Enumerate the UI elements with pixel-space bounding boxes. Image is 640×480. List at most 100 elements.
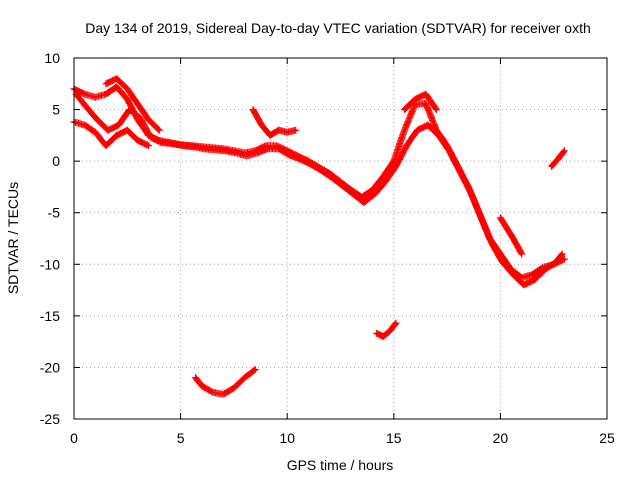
series-layer — [70, 75, 568, 398]
data-point — [126, 98, 129, 101]
plot-frame — [73, 57, 608, 420]
data-point — [104, 144, 108, 147]
data-point — [520, 252, 523, 256]
data-point — [341, 184, 344, 188]
data-point — [424, 92, 427, 96]
data-point — [381, 335, 385, 338]
data-point — [126, 129, 129, 132]
data-point — [149, 136, 152, 139]
data-point — [531, 273, 534, 276]
chart-title: Day 134 of 2019, Sidereal Day-to-day VTE… — [85, 20, 591, 36]
data-point — [234, 151, 238, 155]
data-point — [224, 149, 227, 153]
series-arc-h — [373, 319, 400, 340]
data-point — [286, 131, 289, 134]
data-point — [556, 157, 560, 161]
y-tick-label: -25 — [40, 411, 60, 427]
x-axis-label: GPS time / hours — [287, 457, 394, 473]
data-point — [480, 216, 483, 220]
y-tick-label: 10 — [44, 50, 60, 66]
data-point — [511, 273, 515, 276]
data-point — [266, 147, 270, 150]
data-point — [543, 268, 547, 271]
y-tick-label: -10 — [40, 256, 60, 272]
series-arc-j — [496, 214, 526, 258]
data-point — [416, 129, 419, 132]
data-point — [136, 103, 140, 106]
data-point — [181, 144, 184, 147]
x-ticks: 0 5 10 15 20 25 — [70, 58, 615, 446]
series-arc-g — [192, 366, 259, 398]
data-point — [138, 116, 142, 120]
data-point — [371, 188, 374, 192]
data-point — [232, 386, 236, 390]
data-point — [254, 368, 257, 371]
data-point — [563, 149, 566, 153]
x-tick-label: 10 — [279, 430, 295, 446]
data-point — [448, 149, 451, 153]
data-point — [94, 95, 97, 99]
data-point — [298, 157, 302, 161]
data-point — [394, 165, 398, 168]
data-point — [373, 192, 376, 196]
data-point — [554, 261, 558, 264]
data-point — [117, 123, 120, 127]
data-point — [83, 92, 86, 96]
data-point — [243, 376, 246, 379]
data-point — [160, 141, 163, 144]
data-point — [405, 144, 408, 147]
y-tick-label: 5 — [52, 102, 60, 118]
series-arc-e — [249, 106, 300, 139]
data-point — [170, 142, 174, 145]
series-markers — [192, 366, 259, 398]
y-axis-label: SDTVAR / TECUs — [5, 182, 21, 294]
data-point — [147, 144, 150, 147]
data-point — [563, 257, 566, 261]
data-point — [194, 376, 197, 379]
data-point — [403, 108, 406, 111]
data-point — [251, 108, 255, 111]
data-point — [362, 201, 366, 204]
data-point — [392, 159, 395, 163]
data-point — [381, 175, 385, 178]
series-arc-b — [72, 90, 566, 289]
x-tick-label: 15 — [386, 430, 402, 446]
data-point — [136, 139, 140, 142]
data-point — [413, 103, 417, 106]
data-point — [522, 283, 526, 287]
data-point — [126, 87, 129, 91]
data-point — [309, 163, 312, 166]
y-tick-label: -5 — [48, 205, 61, 221]
data-point — [384, 180, 387, 183]
grid — [74, 58, 607, 419]
data-point — [499, 216, 502, 220]
series-arc-f — [401, 90, 440, 114]
data-point — [104, 82, 108, 85]
data-point — [469, 190, 472, 194]
data-point — [294, 129, 297, 132]
data-point — [104, 92, 108, 96]
y-tick-label: -15 — [40, 308, 60, 324]
data-point — [115, 77, 118, 80]
data-point — [288, 153, 291, 157]
data-point — [260, 123, 263, 127]
data-point — [85, 106, 88, 109]
data-point — [426, 123, 430, 127]
data-point — [96, 118, 99, 122]
data-point — [424, 102, 427, 105]
data-point — [520, 276, 523, 279]
y-tick-label: -20 — [40, 359, 60, 375]
data-point — [202, 147, 206, 150]
data-point — [83, 123, 86, 127]
data-point — [352, 192, 355, 196]
series-arc-d — [102, 75, 163, 134]
data-point — [561, 252, 564, 256]
data-point — [200, 384, 204, 388]
data-point — [490, 242, 494, 245]
data-point — [277, 129, 280, 132]
data-point — [511, 237, 515, 240]
data-point — [128, 108, 131, 111]
data-point — [115, 134, 118, 137]
x-tick-label: 25 — [599, 430, 615, 446]
